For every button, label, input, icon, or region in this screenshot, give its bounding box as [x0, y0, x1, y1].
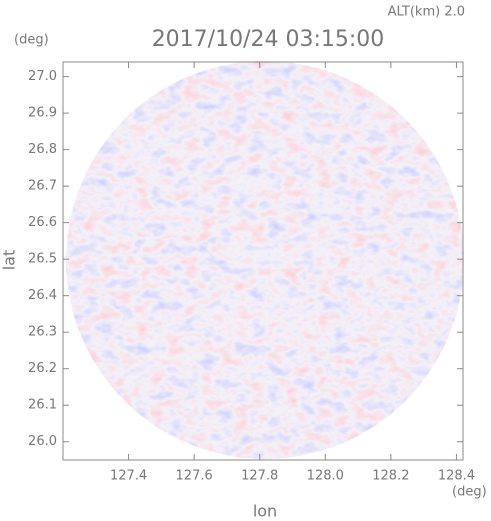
y-tick-label: 27.0: [28, 69, 57, 84]
radar-disk: [66, 61, 464, 459]
x-tick-label: 127.4: [110, 469, 147, 484]
y-tick-label: 26.0: [28, 434, 57, 449]
y-tick-label: 26.6: [28, 215, 57, 230]
x-tick-label: 128.0: [307, 469, 344, 484]
y-tick-label: 26.5: [28, 252, 57, 267]
x-axis-label: lon: [253, 502, 277, 521]
x-tick-label: 128.2: [372, 469, 409, 484]
x-unit: (deg): [452, 485, 487, 500]
y-tick-label: 26.1: [28, 398, 57, 413]
altitude-label: ALT(km) 2.0: [388, 5, 465, 20]
y-axis-label: lat: [0, 250, 19, 271]
y-tick-label: 26.2: [28, 361, 57, 376]
x-tick-label: 127.6: [176, 469, 213, 484]
y-tick-label: 26.7: [28, 179, 57, 194]
x-tick-label: 127.8: [241, 469, 278, 484]
x-tick-label: 128.4: [438, 469, 475, 484]
y-unit: (deg): [14, 33, 49, 48]
chart-title: 2017/10/24 03:15:00: [152, 27, 385, 52]
y-tick-label: 26.9: [28, 106, 57, 121]
y-tick-label: 26.8: [28, 142, 57, 157]
plot-frame: [62, 61, 464, 461]
y-tick-label: 26.4: [28, 288, 57, 303]
y-tick-label: 26.3: [28, 325, 57, 340]
